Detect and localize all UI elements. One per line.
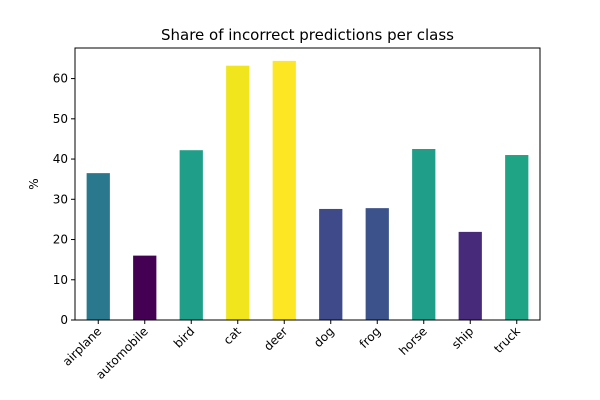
y-tick-label: 0 [60,313,68,327]
bar-airplane [86,173,110,320]
y-tick-label: 30 [53,192,68,206]
y-axis-label: % [27,178,41,189]
bar-automobile [133,255,157,320]
x-tick-label: airplane [60,324,104,368]
bar-horse [412,148,436,320]
x-tick-label: horse [396,324,430,358]
x-tick-label: deer [261,324,290,353]
x-tick-label: cat [221,324,244,347]
bar-deer [272,60,296,321]
y-ticks-group: 0 10 20 30 40 50 60 [53,72,75,327]
y-tick-label: 20 [53,233,68,247]
bar-dog [319,208,343,320]
y-tick-label: 10 [53,273,68,287]
plot-frame [74,47,541,321]
bar-truck [505,155,529,320]
chart-title: Share of incorrect predictions per class [161,26,454,44]
x-tick-label: dog [311,324,337,350]
x-tick-label: ship [449,324,476,351]
bar-cat [226,65,250,321]
y-tick-label: 40 [53,152,68,166]
y-tick-label: 60 [53,72,68,86]
bar-ship [458,231,482,320]
bar-frog [365,208,389,320]
x-tick-label: truck [491,324,523,356]
bar-bird [179,150,203,320]
bars-group [86,60,529,321]
x-tick-label: bird [171,324,197,350]
y-tick-label: 50 [53,112,68,126]
x-tick-label: frog [357,324,384,351]
